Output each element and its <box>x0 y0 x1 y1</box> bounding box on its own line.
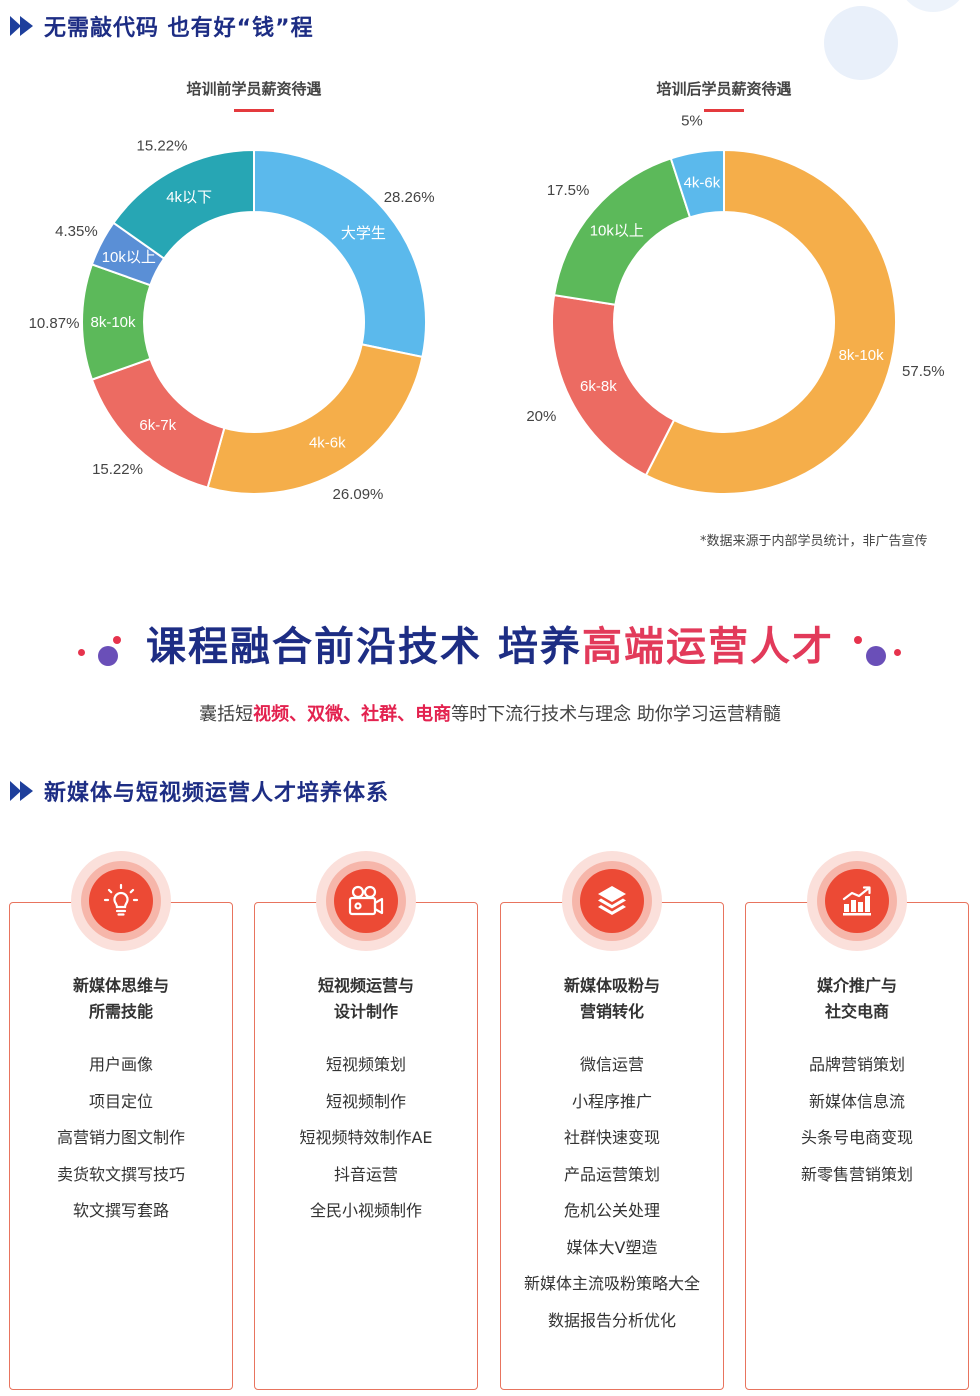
list-item: 危机公关处理 <box>563 1201 660 1220</box>
banner-blue-text: 课程融合前沿技术 培养 <box>146 624 582 670</box>
card-item-list: 品牌营销策划 新媒体信息流 头条号电商变现 新零售营销策划 <box>746 1053 968 1199</box>
salary-section-heading: 无需敲代码 也有好“钱”程 <box>10 10 314 42</box>
list-item: 新媒体信息流 <box>808 1091 905 1111</box>
list-item: 软文撰写套路 <box>72 1201 169 1220</box>
course-card: 新媒体吸粉与 营销转化 微信运营 小程序推广 社群快速变现 产品运营策划 危机公关… <box>500 851 724 1390</box>
banner-red-text: 高端运营人才 <box>581 624 834 670</box>
decorative-circle <box>824 6 898 80</box>
slice-label: 4k-6k <box>684 175 721 192</box>
icon-badge <box>807 851 907 951</box>
slice-label: 6k-8k <box>580 378 617 395</box>
list-item: 品牌营销策划 <box>808 1055 905 1074</box>
slice-percent-label: 57.5% <box>902 363 945 380</box>
list-item: 短视频特效制作AE <box>299 1128 433 1147</box>
slice-percent-label: 26.09% <box>333 486 384 503</box>
icon-badge <box>71 851 171 951</box>
banner-subline: 囊括短视频、双微、社群、电商等时下流行技术与理念 助你学习运营精髓 <box>0 700 980 726</box>
slice-label: 4k-6k <box>309 434 346 451</box>
slice-percent-label: 20% <box>526 408 556 425</box>
section-title: 新媒体与短视频运营人才培养体系 <box>44 781 390 806</box>
list-item: 社群快速变现 <box>563 1128 660 1147</box>
double-arrow-icon <box>10 780 40 802</box>
donut-slice <box>112 148 255 260</box>
subline-highlight: 视频、双微、社群、电商 <box>253 704 452 725</box>
card-item-list: 短视频策划 短视频制作 短视频特效制作AE 抖音运营 全民小视频制作 <box>255 1053 477 1236</box>
slice-percent-label: 15.22% <box>137 137 188 154</box>
list-item: 抖音运营 <box>333 1164 398 1184</box>
double-arrow-icon <box>10 15 40 37</box>
banner-headline: 课程融合前沿技术 培养高端运营人才 <box>0 614 980 672</box>
slice-label: 8k-10k <box>839 347 885 364</box>
course-card: 短视频运营与 设计制作 短视频策划 短视频制作 短视频特效制作AE 抖音运营 全民… <box>254 851 478 1390</box>
icon-badge <box>562 851 662 951</box>
slice-percent-label: 17.5% <box>547 182 590 199</box>
slice-percent-label: 5% <box>681 113 703 130</box>
card-title-line: 新媒体吸粉与 <box>563 976 660 995</box>
card-title: 新媒体吸粉与 营销转化 <box>501 973 723 1025</box>
subline-suffix: 等时下流行技术与理念 助你学习运营精髓 <box>451 704 781 725</box>
decorative-dots-left <box>76 636 136 668</box>
layers-icon <box>598 886 626 915</box>
chart-title-after: 培训后学员薪资待遇 <box>656 80 792 98</box>
list-item: 数据报告分析优化 <box>547 1310 676 1330</box>
list-item: 短视频策划 <box>325 1055 406 1074</box>
slice-label: 大学生 <box>341 225 386 242</box>
list-item: 新零售营销策划 <box>800 1164 913 1184</box>
donut-slice <box>669 148 725 219</box>
card-title-line: 社交电商 <box>824 1002 889 1021</box>
card-item-list: 用户画像 项目定位 高营销力图文制作 卖货软文撰写技巧 软文撰写套路 <box>10 1053 232 1236</box>
salary-donut-charts: 大学生 28.26% 4k-6k 26.09% 6k-7k 15.22% 8k-10k 10.… <box>29 113 945 503</box>
list-item: 卖货软文撰写技巧 <box>56 1164 185 1184</box>
card-title-line: 设计制作 <box>333 1002 398 1021</box>
card-item-list: 微信运营 小程序推广 社群快速变现 产品运营策划 危机公关处理 媒体大V塑造 新… <box>501 1053 723 1345</box>
title-underline <box>704 109 744 112</box>
card-title: 媒介推广与 社交电商 <box>746 973 968 1025</box>
list-item: 用户画像 <box>88 1055 153 1074</box>
card-title-line: 所需技能 <box>88 1002 153 1021</box>
slice-percent-label: 10.87% <box>29 315 80 332</box>
section-title: 无需敲代码 也有好“钱”程 <box>44 16 314 41</box>
chart-title-before: 培训前学员薪资待遇 <box>186 80 322 98</box>
list-item: 短视频制作 <box>325 1091 406 1111</box>
title-underline <box>234 109 274 112</box>
list-item: 全民小视频制作 <box>309 1201 422 1220</box>
growth-chart-icon <box>842 886 871 916</box>
list-item: 小程序推广 <box>571 1091 652 1111</box>
card-title-line: 营销转化 <box>579 1002 644 1021</box>
slice-label: 10k以上 <box>590 222 644 239</box>
slice-label: 6k-7k <box>139 417 176 434</box>
decorative-dots-right <box>848 636 908 668</box>
donut-slice <box>644 148 897 495</box>
slice-label: 10k以上 <box>102 249 156 266</box>
donut-slice <box>206 343 424 495</box>
list-item: 媒体大V塑造 <box>566 1237 658 1257</box>
donut-slice <box>253 148 427 359</box>
list-item: 头条号电商变现 <box>800 1128 913 1147</box>
list-item: 微信运营 <box>579 1055 644 1074</box>
slice-percent-label: 28.26% <box>384 189 435 206</box>
card-title: 新媒体思维与 所需技能 <box>10 973 232 1025</box>
video-camera-icon <box>348 885 384 916</box>
slice-percent-label: 4.35% <box>55 223 98 240</box>
card-title-line: 新媒体思维与 <box>72 976 169 995</box>
source-note: *数据来源于内部学员统计，非广告宣传 <box>700 534 928 549</box>
lightbulb-icon <box>103 883 139 916</box>
slice-percent-label: 15.22% <box>92 461 143 478</box>
slice-label: 4k以下 <box>166 189 212 206</box>
system-section-heading: 新媒体与短视频运营人才培养体系 <box>10 775 389 807</box>
slice-label: 8k-10k <box>90 314 136 331</box>
list-item: 高营销力图文制作 <box>56 1128 185 1147</box>
list-item: 产品运营策划 <box>563 1164 660 1184</box>
card-title-line: 短视频运营与 <box>317 976 414 995</box>
card-title: 短视频运营与 设计制作 <box>255 973 477 1025</box>
icon-badge <box>316 851 416 951</box>
card-title-line: 媒介推广与 <box>816 976 897 995</box>
list-item: 新媒体主流吸粉策略大全 <box>523 1274 700 1293</box>
subline-prefix: 囊括短 <box>199 704 254 725</box>
course-card: 媒介推广与社交电商 品牌营销策划 新媒体信息流 头条号电商变现 新零售营销策划 <box>745 851 969 1390</box>
list-item: 项目定位 <box>88 1091 153 1111</box>
course-card: 新媒体思维与 所需技能 用户画像 项目定位 高营销力图文制作 卖货软文撰写技巧 软… <box>9 851 233 1390</box>
